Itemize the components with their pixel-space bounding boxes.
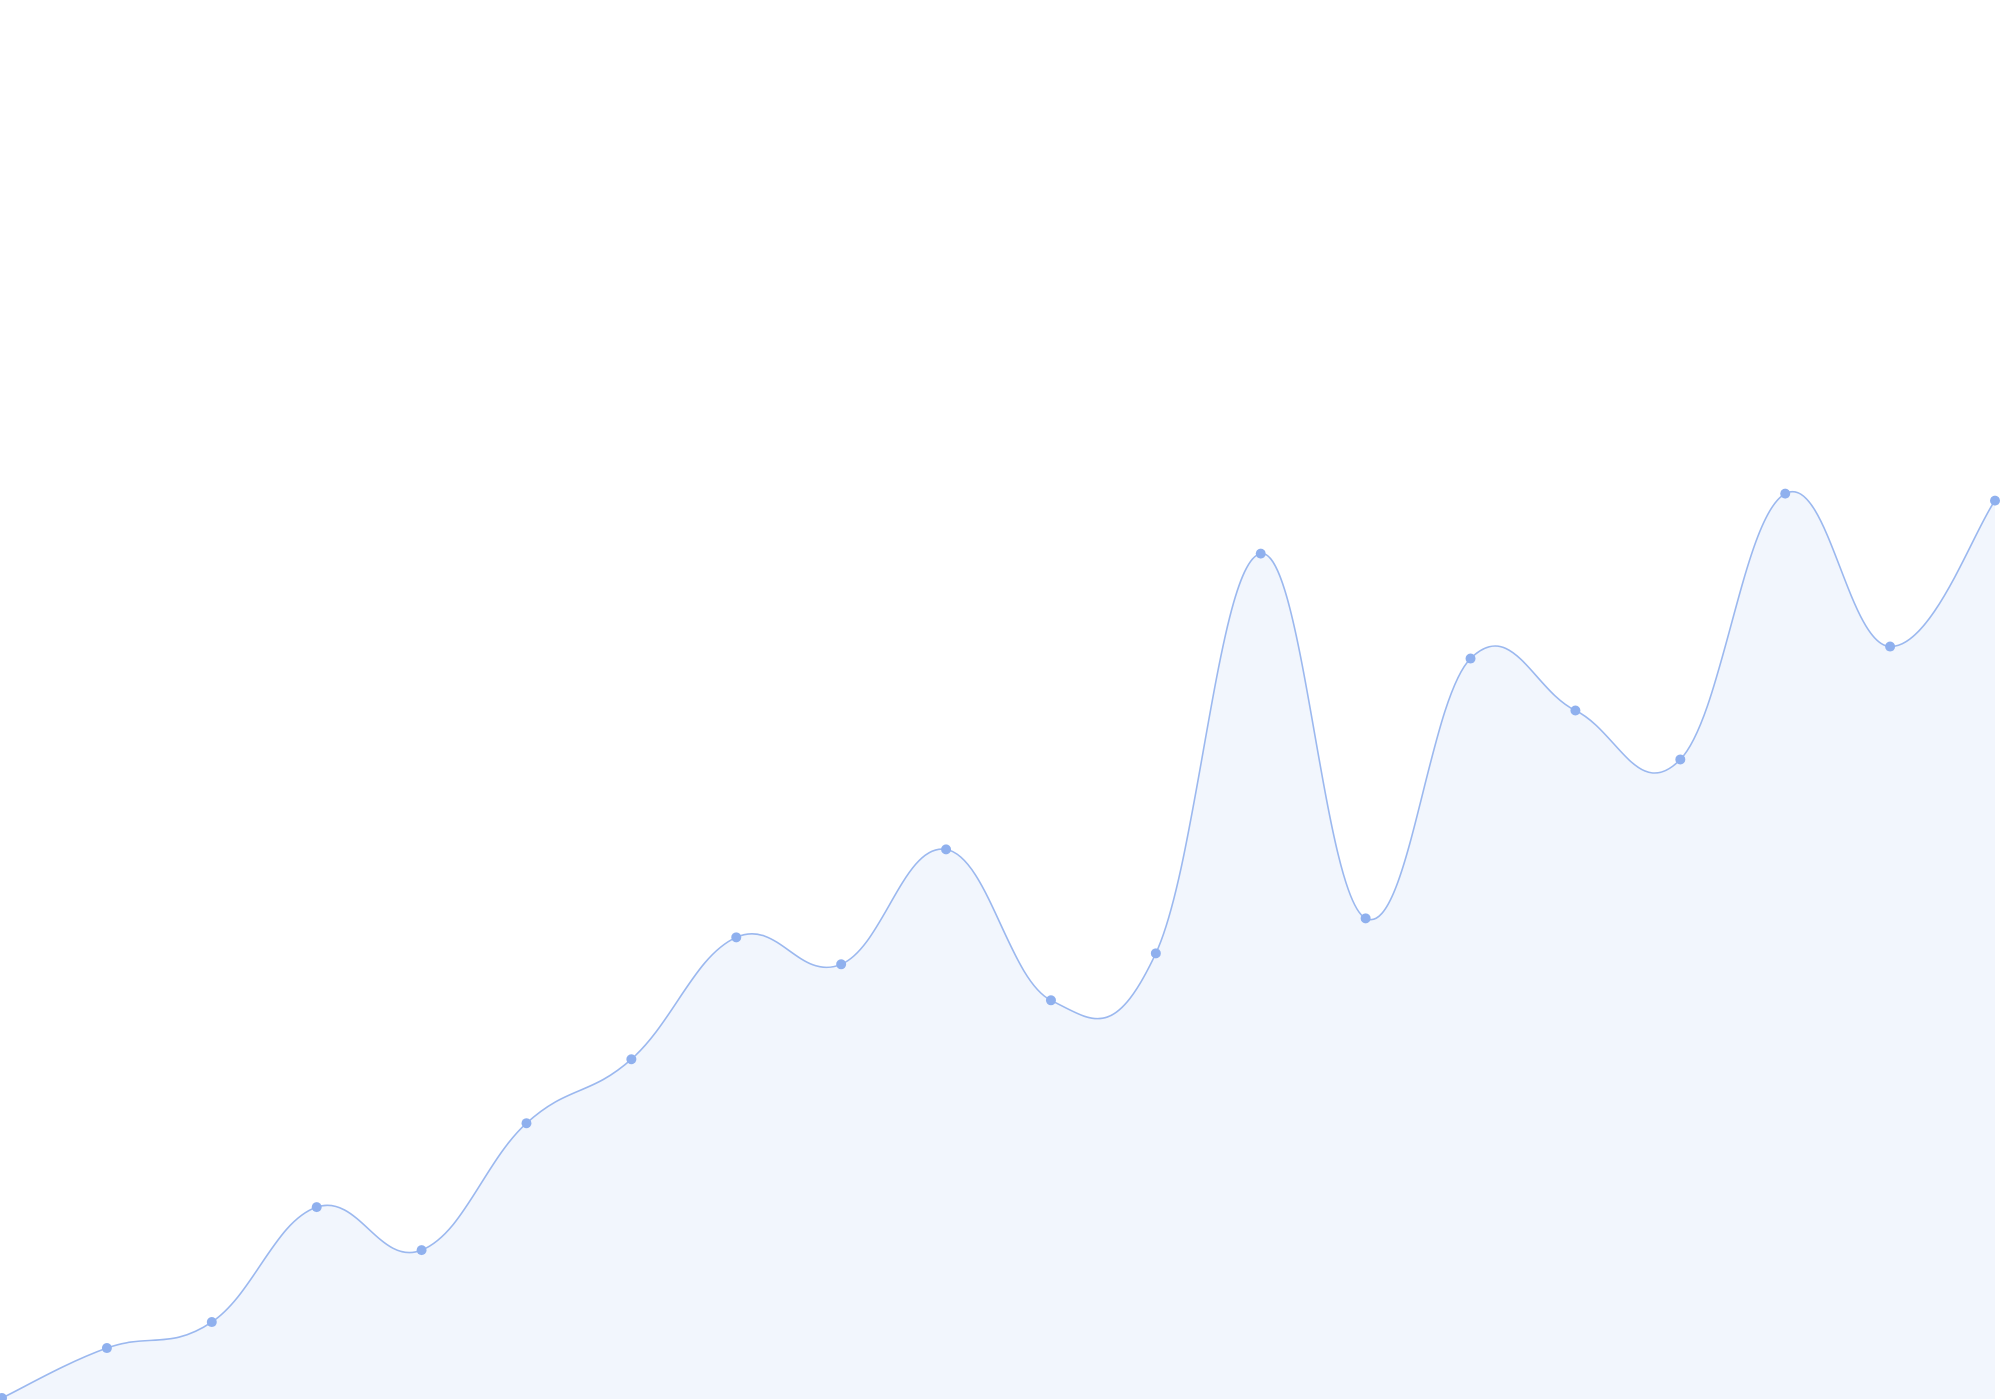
data-point-18 xyxy=(1885,641,1896,652)
data-point-2 xyxy=(206,1317,217,1328)
data-point-4 xyxy=(416,1245,427,1256)
data-point-6 xyxy=(626,1054,637,1065)
area-fill xyxy=(2,491,1995,1399)
data-point-7 xyxy=(731,932,742,943)
data-point-16 xyxy=(1675,754,1686,765)
data-point-15 xyxy=(1570,705,1581,716)
data-point-8 xyxy=(836,959,847,970)
series-line xyxy=(1,490,1996,1399)
data-point-17 xyxy=(1780,488,1791,499)
data-point-14 xyxy=(1465,653,1476,664)
data-point-19 xyxy=(1990,495,2000,506)
data-point-3 xyxy=(311,1202,322,1213)
data-point-9 xyxy=(941,844,952,855)
data-point-11 xyxy=(1150,948,1161,959)
data-point-0 xyxy=(0,1393,7,1400)
data-point-12 xyxy=(1255,548,1266,559)
data-point-5 xyxy=(521,1118,532,1129)
data-point-13 xyxy=(1360,913,1371,924)
data-point-1 xyxy=(101,1343,112,1354)
data-point-10 xyxy=(1045,995,1056,1006)
data-points xyxy=(0,488,2000,1400)
